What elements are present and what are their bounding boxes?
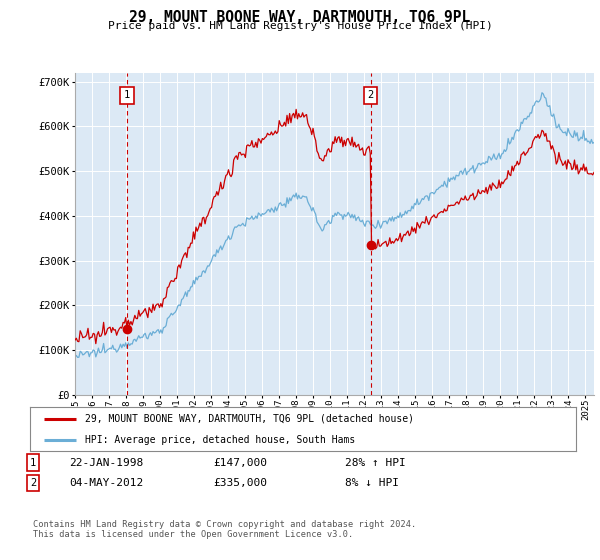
Text: 29, MOUNT BOONE WAY, DARTMOUTH, TQ6 9PL: 29, MOUNT BOONE WAY, DARTMOUTH, TQ6 9PL xyxy=(130,10,470,25)
Text: 1: 1 xyxy=(124,90,130,100)
Text: Contains HM Land Registry data © Crown copyright and database right 2024.
This d: Contains HM Land Registry data © Crown c… xyxy=(33,520,416,539)
Text: 1: 1 xyxy=(30,458,36,468)
Text: 29, MOUNT BOONE WAY, DARTMOUTH, TQ6 9PL (detached house): 29, MOUNT BOONE WAY, DARTMOUTH, TQ6 9PL … xyxy=(85,414,413,424)
Text: 2: 2 xyxy=(30,478,36,488)
Text: Price paid vs. HM Land Registry's House Price Index (HPI): Price paid vs. HM Land Registry's House … xyxy=(107,21,493,31)
Text: 04-MAY-2012: 04-MAY-2012 xyxy=(69,478,143,488)
Text: 8% ↓ HPI: 8% ↓ HPI xyxy=(345,478,399,488)
Text: HPI: Average price, detached house, South Hams: HPI: Average price, detached house, Sout… xyxy=(85,435,355,445)
Text: £335,000: £335,000 xyxy=(213,478,267,488)
Text: 22-JAN-1998: 22-JAN-1998 xyxy=(69,458,143,468)
Text: £147,000: £147,000 xyxy=(213,458,267,468)
Text: 28% ↑ HPI: 28% ↑ HPI xyxy=(345,458,406,468)
Text: 2: 2 xyxy=(367,90,374,100)
